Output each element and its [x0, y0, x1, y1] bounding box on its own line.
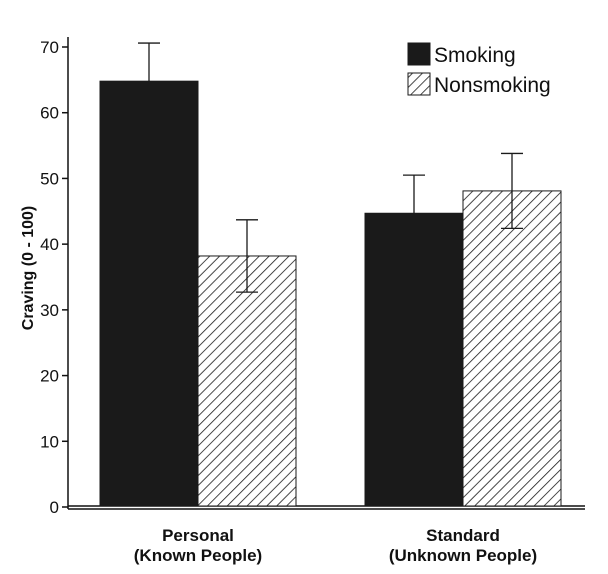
bar-smoking-0: [99, 80, 199, 507]
y-tick-label: 50: [40, 169, 59, 188]
y-axis-title: Craving (0 - 100): [20, 206, 37, 330]
bar-nonsmoking-0: [197, 255, 297, 507]
legend-swatch-smoking: [407, 42, 431, 66]
x-category-label: (Known People): [134, 546, 262, 565]
y-tick-label: 60: [40, 104, 59, 123]
legend-swatch-nonsmoking: [407, 72, 431, 96]
bar-nonsmoking-1: [462, 190, 562, 507]
x-category-label: Personal: [162, 526, 234, 545]
x-category-label: Standard: [426, 526, 500, 545]
legend-label-nonsmoking: Nonsmoking: [434, 74, 551, 97]
y-tick-label: 40: [40, 235, 59, 254]
y-tick-label: 20: [40, 367, 59, 386]
x-category-label: (Unknown People): [389, 546, 537, 565]
bar-smoking-1: [364, 212, 464, 507]
y-tick-label: 10: [40, 432, 59, 451]
y-tick-label: 30: [40, 301, 59, 320]
legend-label-smoking: Smoking: [434, 44, 516, 67]
y-tick-label: 70: [40, 38, 59, 57]
y-tick-label: 0: [50, 498, 59, 517]
